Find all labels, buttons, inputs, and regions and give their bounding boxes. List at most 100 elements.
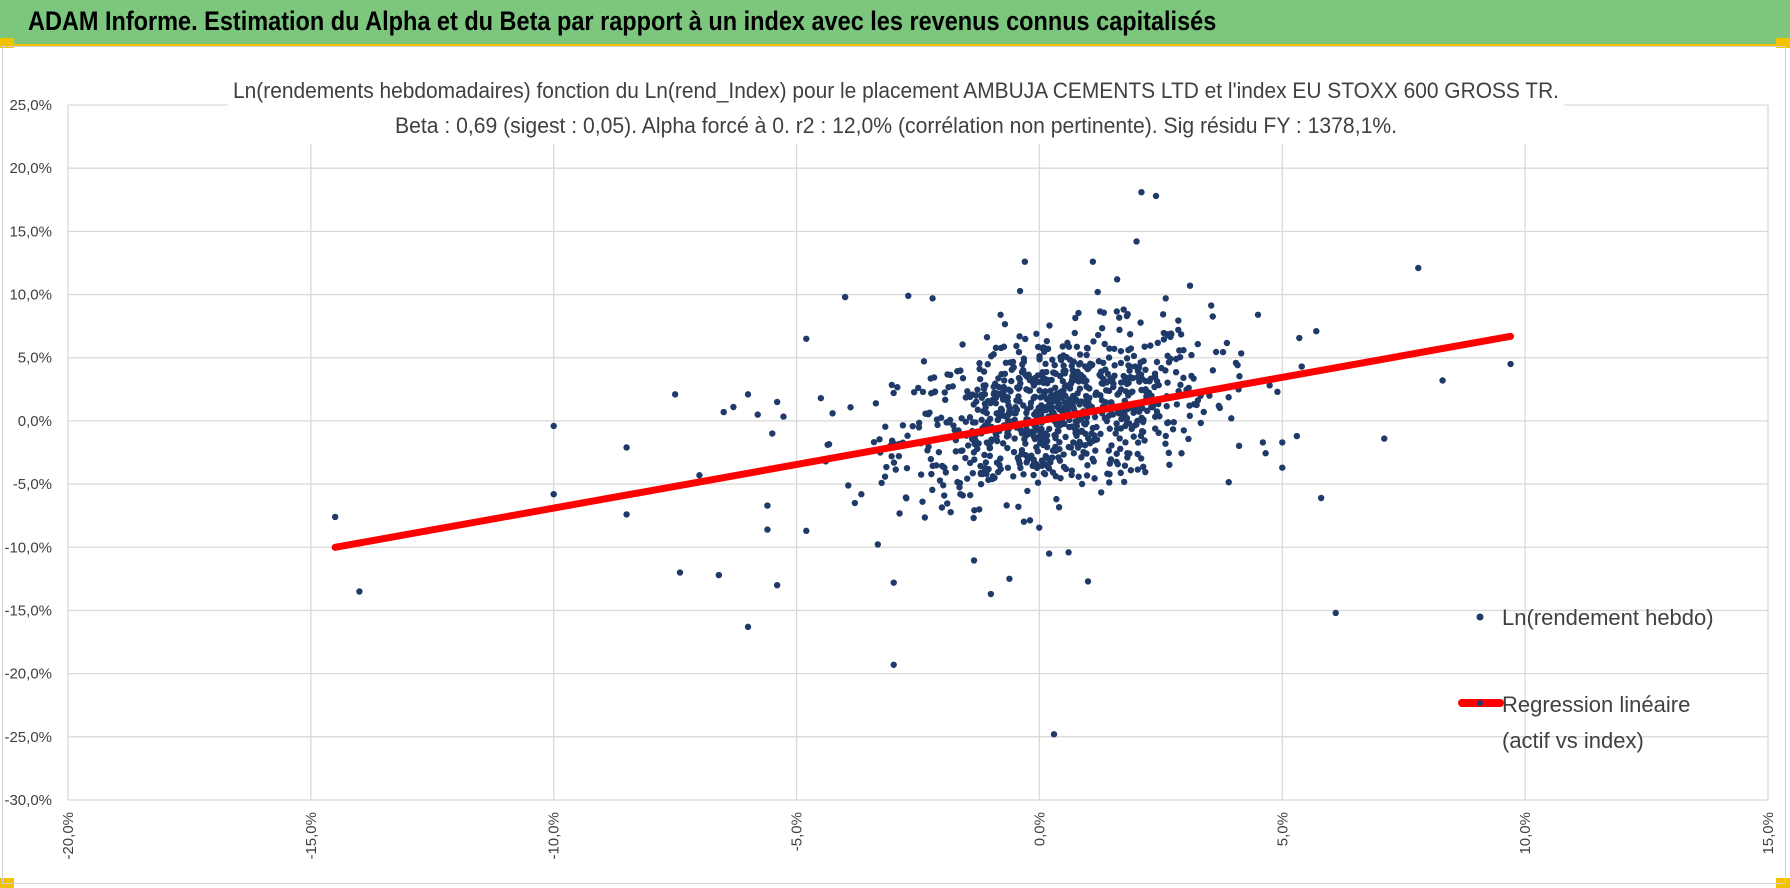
scatter-point bbox=[1101, 340, 1108, 348]
scatter-point bbox=[888, 437, 896, 444]
scatter-point bbox=[1091, 475, 1098, 482]
scatter-point bbox=[983, 439, 991, 446]
scatter-point bbox=[1180, 427, 1188, 434]
scatter-point bbox=[1031, 374, 1039, 382]
scatter-point bbox=[829, 410, 836, 417]
scatter-point bbox=[870, 438, 878, 446]
scatter-point bbox=[356, 588, 363, 595]
y-tick-label: -10,0% bbox=[4, 539, 52, 556]
scatter-point bbox=[1011, 416, 1018, 423]
scatter-point bbox=[1033, 330, 1040, 337]
scatter-point bbox=[1090, 338, 1097, 345]
scatter-point bbox=[1147, 342, 1154, 349]
scatter-point bbox=[971, 507, 978, 514]
scatter-point bbox=[1200, 408, 1207, 416]
scatter-point bbox=[1143, 407, 1151, 415]
scatter-point bbox=[744, 391, 752, 398]
scatter-point bbox=[1084, 345, 1091, 352]
scatter-point bbox=[1047, 406, 1054, 413]
scatter-point bbox=[1155, 429, 1162, 437]
scatter-point bbox=[1108, 399, 1115, 406]
title-background bbox=[228, 74, 1564, 144]
scatter-point bbox=[1178, 450, 1185, 457]
scatter-point bbox=[1138, 188, 1145, 196]
regression-line bbox=[331, 332, 1515, 551]
corner-marker-top-left bbox=[0, 38, 14, 48]
scatter-point bbox=[998, 370, 1005, 378]
scatter-point bbox=[1141, 437, 1148, 444]
scatter-point bbox=[1106, 479, 1113, 486]
scatter-point bbox=[958, 415, 965, 422]
scatter-point bbox=[1015, 374, 1023, 382]
scatter-point bbox=[1116, 314, 1123, 321]
scatter-point bbox=[1043, 437, 1051, 445]
scatter-point bbox=[1043, 443, 1051, 451]
scatter-point bbox=[1063, 353, 1070, 361]
scatter-point bbox=[956, 484, 963, 491]
scatter-point bbox=[1043, 461, 1050, 468]
scatter-point bbox=[888, 381, 896, 389]
scatter-point bbox=[936, 477, 944, 484]
scatter-point bbox=[927, 455, 935, 463]
scatter-point bbox=[847, 404, 854, 411]
scatter-point bbox=[1130, 433, 1137, 440]
scatter-point bbox=[1059, 378, 1067, 385]
scatter-point bbox=[1165, 449, 1172, 457]
scatter-point bbox=[1167, 333, 1174, 341]
scatter-point bbox=[696, 472, 703, 479]
corner-marker-top-right bbox=[1776, 38, 1790, 48]
scatter-point bbox=[1072, 314, 1079, 322]
scatter-point bbox=[1038, 402, 1045, 409]
scatter-point bbox=[888, 453, 895, 460]
scatter-point bbox=[999, 440, 1007, 447]
scatter-point bbox=[1010, 473, 1017, 480]
scatter-point bbox=[331, 513, 339, 521]
scatter-point bbox=[1130, 409, 1137, 416]
scatter-point bbox=[1083, 383, 1090, 390]
scatter-point bbox=[1015, 348, 1023, 356]
scatter-point bbox=[981, 451, 988, 459]
scatter-point bbox=[1088, 430, 1095, 437]
scatter-point bbox=[1098, 397, 1106, 404]
scatter-point bbox=[970, 514, 977, 522]
scatter-point bbox=[997, 311, 1004, 318]
scatter-point bbox=[1113, 308, 1121, 315]
scatter-point bbox=[1014, 384, 1021, 391]
scatter-point bbox=[1194, 340, 1201, 348]
scatter-point bbox=[976, 365, 983, 373]
scatter-point bbox=[1279, 439, 1286, 446]
scatter-point bbox=[919, 388, 927, 396]
scatter-point bbox=[1142, 468, 1149, 476]
scatter-point bbox=[1061, 399, 1069, 406]
scatter-point bbox=[935, 448, 943, 456]
scatter-point bbox=[671, 391, 679, 398]
scatter-point bbox=[1033, 423, 1040, 431]
scatter-point bbox=[1186, 412, 1194, 420]
scatter-point bbox=[1133, 421, 1140, 428]
scatter-point bbox=[1317, 494, 1325, 502]
scatter-point bbox=[1134, 466, 1141, 473]
scatter-point bbox=[1507, 360, 1514, 368]
scatter-point bbox=[1047, 392, 1054, 400]
scatter-point bbox=[1012, 403, 1019, 411]
scatter-point bbox=[1141, 343, 1148, 350]
scatter-point bbox=[903, 464, 911, 472]
scatter-point bbox=[1152, 192, 1160, 200]
scatter-point bbox=[962, 454, 969, 462]
scatter-point bbox=[895, 452, 903, 460]
scatter-point bbox=[929, 486, 936, 494]
scatter-cloud bbox=[780, 287, 1303, 582]
scatter-point bbox=[1051, 361, 1058, 369]
scatter-point bbox=[1003, 502, 1010, 509]
report-banner: ADAM Informe. Estimation du Alpha et du … bbox=[0, 0, 1790, 46]
scatter-point bbox=[1134, 450, 1141, 458]
scatter-point bbox=[1057, 356, 1065, 364]
scatter-point bbox=[1154, 339, 1161, 347]
scatter-point bbox=[1013, 342, 1020, 350]
scatter-point bbox=[1175, 326, 1182, 334]
scatter-point bbox=[945, 383, 952, 391]
scatter-point bbox=[1046, 425, 1053, 433]
scatter-point bbox=[1022, 440, 1029, 447]
scatter-point bbox=[977, 462, 984, 470]
scatter-point bbox=[1254, 311, 1262, 318]
